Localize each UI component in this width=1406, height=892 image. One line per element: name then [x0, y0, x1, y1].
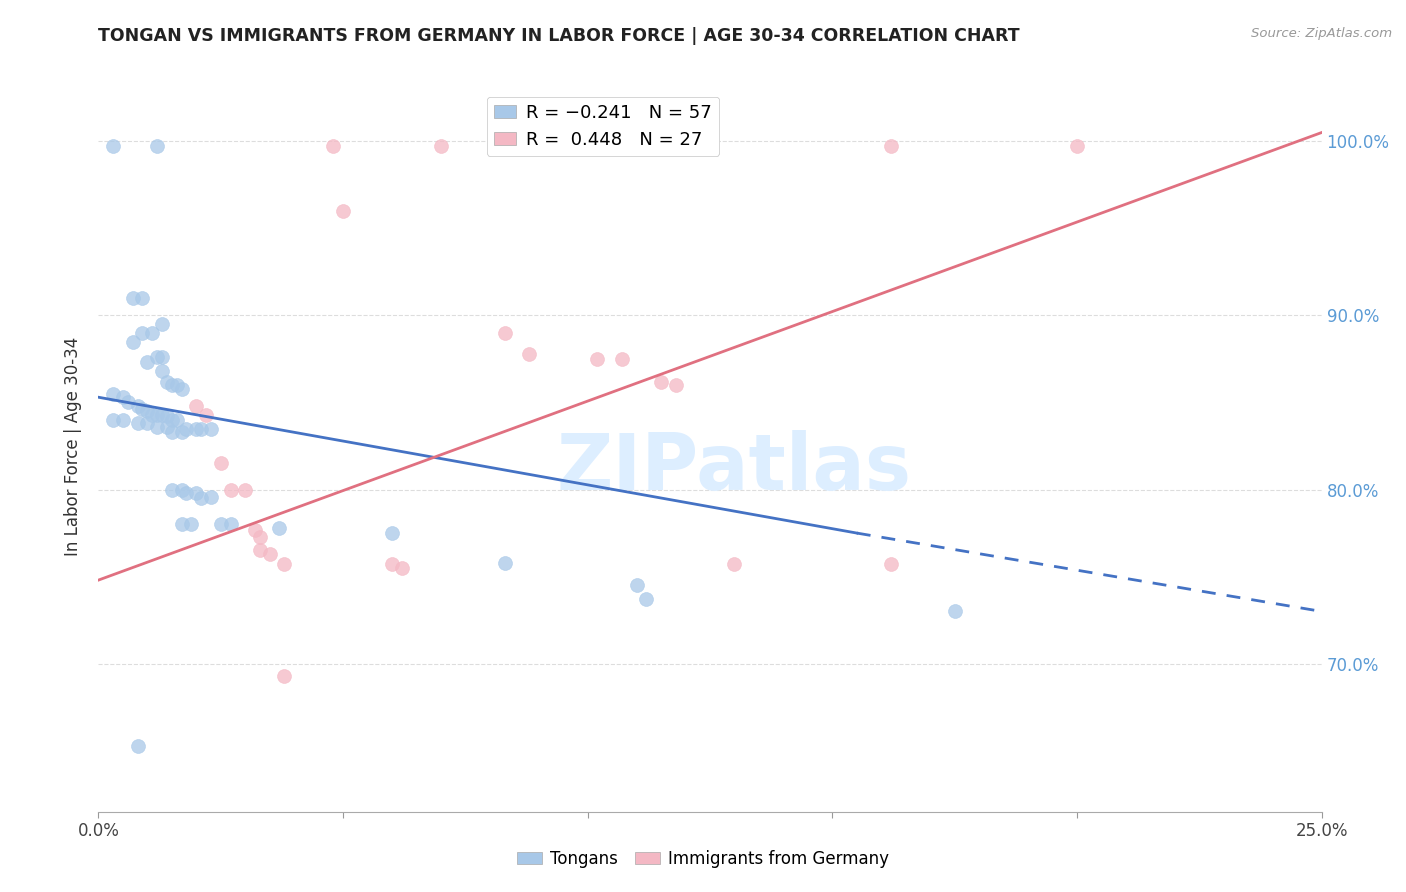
- Point: [160, 483, 183, 497]
- Point: [273, 558, 295, 572]
- Point: [131, 326, 153, 340]
- Point: [121, 291, 143, 305]
- Point: [610, 351, 633, 366]
- Point: [636, 592, 658, 607]
- Point: [111, 390, 134, 404]
- Point: [200, 421, 222, 435]
- Point: [117, 395, 139, 409]
- Point: [391, 561, 413, 575]
- Point: [880, 558, 903, 572]
- Point: [186, 486, 208, 500]
- Point: [190, 421, 212, 435]
- Point: [150, 317, 173, 331]
- Point: [150, 350, 173, 364]
- Point: [166, 378, 188, 392]
- Point: [665, 378, 688, 392]
- Point: [600, 139, 623, 153]
- Point: [186, 399, 208, 413]
- Point: [127, 739, 149, 753]
- Point: [243, 523, 266, 537]
- Legend: Tongans, Immigrants from Germany: Tongans, Immigrants from Germany: [510, 844, 896, 875]
- Point: [170, 517, 193, 532]
- Point: [131, 291, 153, 305]
- Point: [121, 334, 143, 349]
- Point: [494, 556, 516, 570]
- Point: [517, 347, 540, 361]
- Point: [136, 417, 159, 431]
- Point: [150, 408, 173, 422]
- Point: [186, 421, 208, 435]
- Point: [101, 139, 124, 153]
- Point: [322, 139, 344, 153]
- Point: [127, 399, 149, 413]
- Point: [190, 491, 212, 506]
- Point: [146, 420, 169, 434]
- Point: [127, 417, 149, 431]
- Point: [170, 382, 193, 396]
- Point: [160, 425, 183, 439]
- Point: [160, 413, 183, 427]
- Point: [156, 375, 179, 389]
- Point: [723, 558, 745, 572]
- Text: Source: ZipAtlas.com: Source: ZipAtlas.com: [1251, 27, 1392, 40]
- Point: [200, 490, 222, 504]
- Point: [494, 326, 516, 340]
- Point: [650, 375, 672, 389]
- Point: [233, 483, 256, 497]
- Point: [626, 578, 648, 592]
- Point: [586, 351, 609, 366]
- Point: [1066, 139, 1088, 153]
- Point: [170, 483, 193, 497]
- Point: [616, 139, 638, 153]
- Point: [160, 378, 183, 392]
- Point: [180, 517, 202, 532]
- Point: [131, 402, 153, 417]
- Y-axis label: In Labor Force | Age 30-34: In Labor Force | Age 30-34: [65, 336, 83, 556]
- Point: [249, 543, 271, 558]
- Point: [195, 408, 218, 422]
- Point: [273, 669, 295, 683]
- Point: [170, 425, 193, 439]
- Point: [136, 404, 159, 418]
- Point: [166, 413, 188, 427]
- Point: [176, 486, 198, 500]
- Point: [150, 364, 173, 378]
- Point: [219, 517, 242, 532]
- Point: [156, 409, 179, 424]
- Point: [381, 558, 404, 572]
- Point: [176, 421, 198, 435]
- Point: [880, 139, 903, 153]
- Point: [141, 408, 163, 422]
- Point: [101, 413, 124, 427]
- Point: [111, 413, 134, 427]
- Point: [430, 139, 453, 153]
- Point: [136, 355, 159, 369]
- Point: [332, 203, 354, 218]
- Point: [219, 483, 242, 497]
- Point: [146, 408, 169, 422]
- Point: [141, 326, 163, 340]
- Point: [943, 604, 966, 618]
- Point: [381, 526, 404, 541]
- Text: TONGAN VS IMMIGRANTS FROM GERMANY IN LABOR FORCE | AGE 30-34 CORRELATION CHART: TONGAN VS IMMIGRANTS FROM GERMANY IN LAB…: [98, 27, 1019, 45]
- Text: ZIPatlas: ZIPatlas: [557, 430, 912, 506]
- Point: [209, 457, 232, 471]
- Point: [269, 521, 291, 535]
- Point: [146, 350, 169, 364]
- Point: [209, 517, 232, 532]
- Point: [146, 139, 169, 153]
- Legend: R = −0.241   N = 57, R =  0.448   N = 27: R = −0.241 N = 57, R = 0.448 N = 27: [486, 96, 720, 156]
- Point: [156, 420, 179, 434]
- Point: [249, 530, 271, 544]
- Point: [101, 386, 124, 401]
- Point: [259, 547, 281, 561]
